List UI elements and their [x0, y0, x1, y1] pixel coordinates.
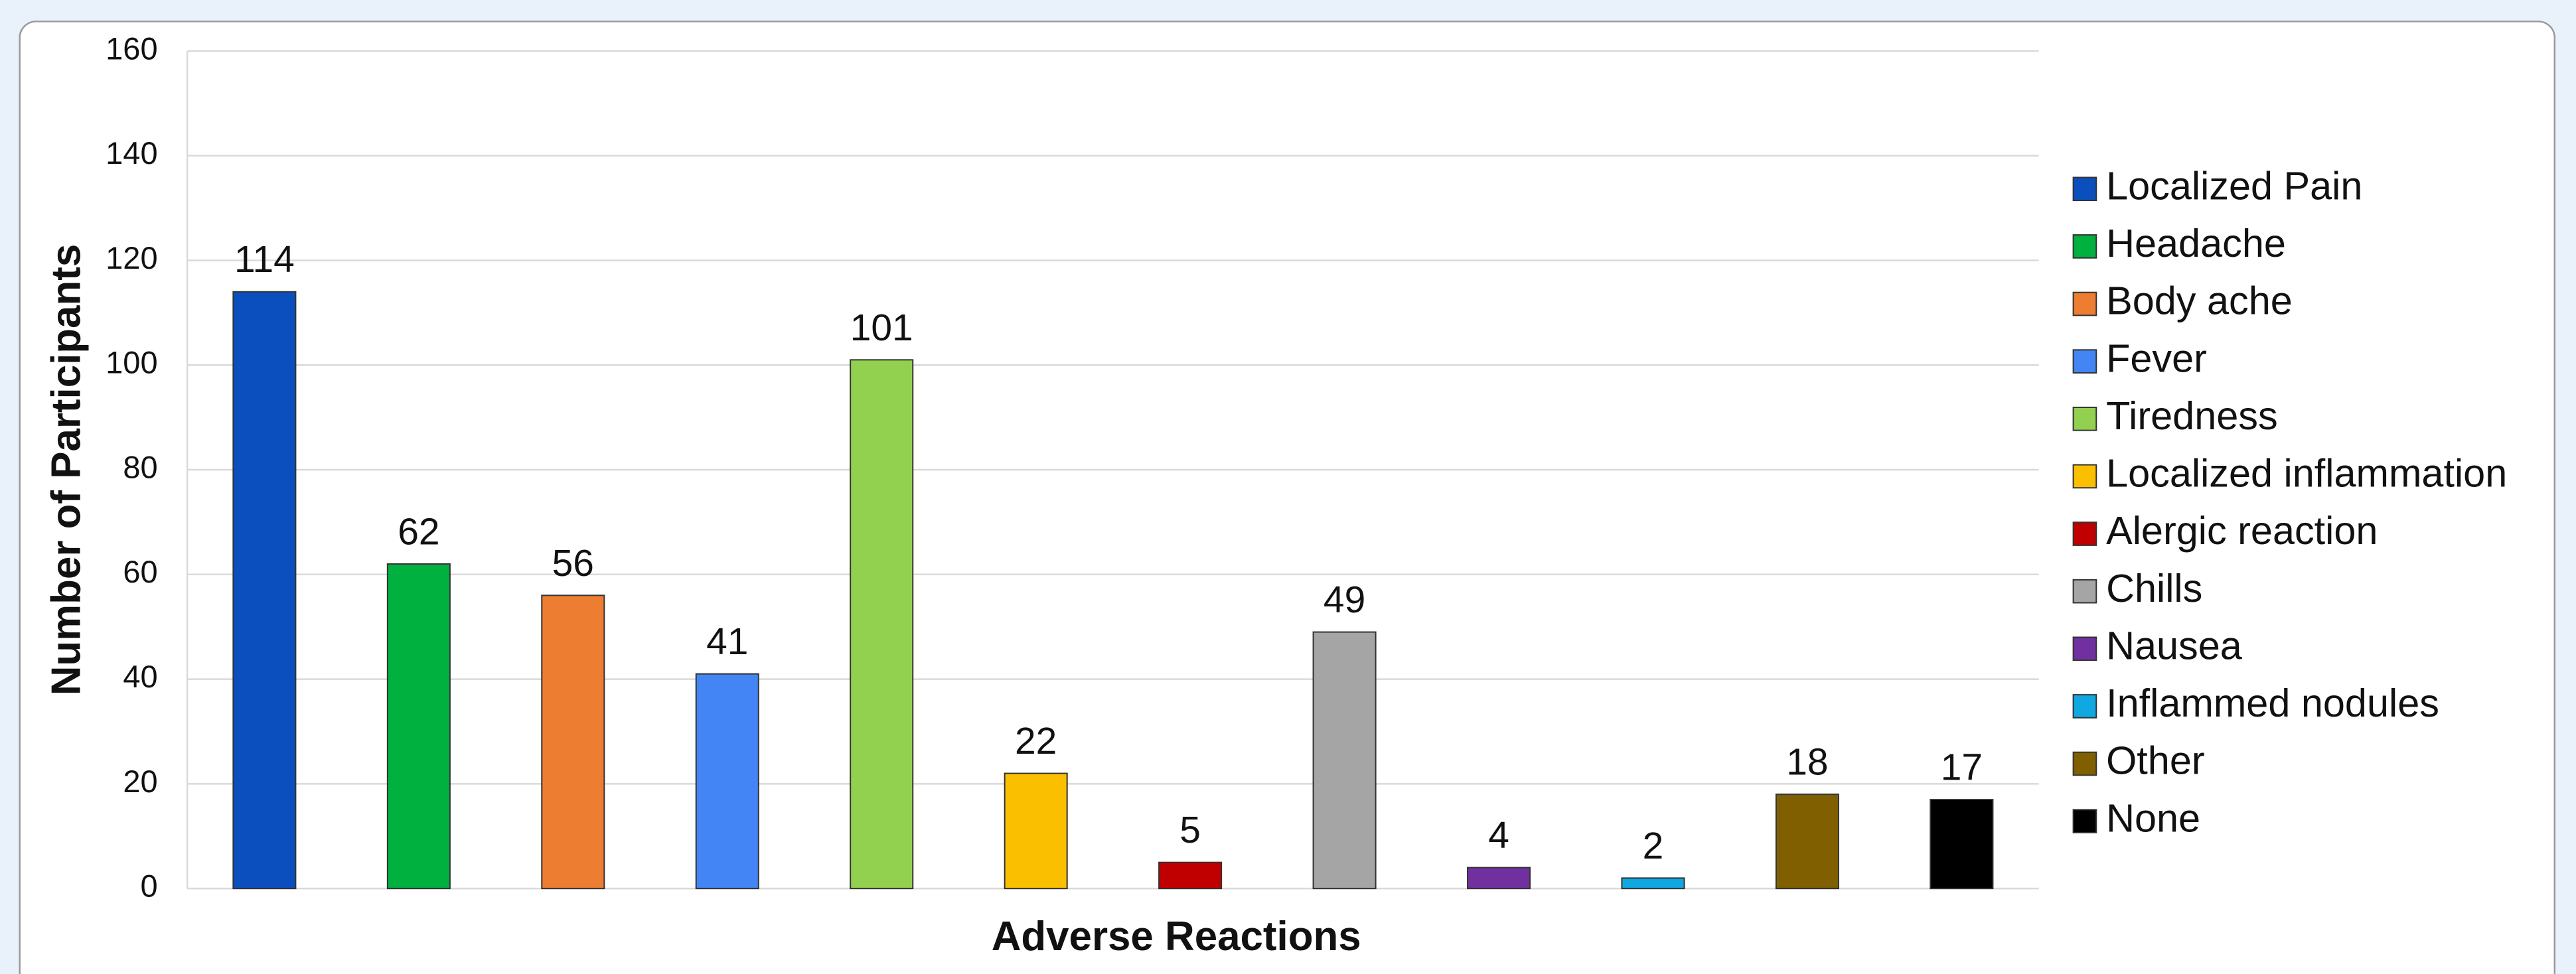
legend-label: Fever: [2106, 336, 2207, 380]
value-label: 62: [398, 511, 439, 553]
legend-label: Body ache: [2106, 279, 2293, 323]
bar: [850, 359, 914, 890]
y-tick-label: 20: [123, 764, 157, 799]
legend-label: None: [2106, 796, 2200, 840]
y-tick-label: 0: [140, 869, 157, 904]
legend-label: Nausea: [2106, 623, 2243, 667]
legend-swatch: [2072, 636, 2097, 661]
value-label: 22: [1015, 720, 1057, 762]
legend-label: Headache: [2106, 221, 2286, 265]
legend-label: Other: [2106, 738, 2205, 783]
bar: [1930, 799, 1994, 890]
bar: [386, 563, 451, 890]
y-tick-label: 120: [106, 240, 157, 275]
legend-swatch: [2072, 809, 2097, 834]
legend-label: Chills: [2106, 566, 2202, 610]
value-label: 5: [1179, 809, 1201, 851]
legend-swatch: [2072, 694, 2097, 719]
value-label: 18: [1786, 741, 1828, 784]
legend-swatch: [2072, 751, 2097, 776]
bar: [232, 291, 297, 890]
value-label: 114: [234, 238, 295, 281]
y-tick-label: 160: [106, 31, 157, 66]
legend-label: Localized inflammation: [2106, 451, 2507, 496]
legend-swatch: [2072, 291, 2097, 316]
value-label: 56: [552, 542, 594, 585]
y-axis-title: Number of Participants: [43, 244, 89, 696]
bar: [1004, 772, 1068, 890]
value-label: 4: [1488, 814, 1509, 857]
y-tick-label: 100: [106, 345, 157, 380]
legend-swatch: [2072, 234, 2097, 259]
x-axis-title: Adverse Reactions: [992, 914, 1361, 959]
value-label: 41: [706, 620, 748, 663]
bar: [541, 594, 605, 890]
value-label: 49: [1324, 579, 1365, 621]
bar: [1775, 794, 1839, 890]
legend-swatch: [2072, 522, 2097, 546]
value-label: 101: [850, 307, 913, 349]
legend-swatch: [2072, 579, 2097, 604]
legend-label: Inflammed nodules: [2106, 681, 2439, 725]
value-label: 17: [1941, 746, 1983, 789]
bar: [1158, 861, 1223, 890]
bar: [1467, 867, 1531, 890]
legend-label: Localized Pain: [2106, 163, 2362, 208]
bar: [695, 673, 759, 890]
y-tick-label: 80: [123, 449, 157, 484]
value-label: 2: [1643, 825, 1664, 867]
y-tick-label: 40: [123, 659, 157, 694]
legend-swatch: [2072, 406, 2097, 431]
legend-swatch: [2072, 349, 2097, 374]
legend-label: Tiredness: [2106, 393, 2278, 438]
y-tick-label: 140: [106, 135, 157, 171]
y-tick-label: 60: [123, 554, 157, 589]
legend-label: Alergic reaction: [2106, 508, 2378, 553]
bar: [1621, 877, 1685, 890]
bar: [1312, 631, 1377, 890]
legend-swatch: [2072, 176, 2097, 202]
legend-swatch: [2072, 464, 2097, 489]
